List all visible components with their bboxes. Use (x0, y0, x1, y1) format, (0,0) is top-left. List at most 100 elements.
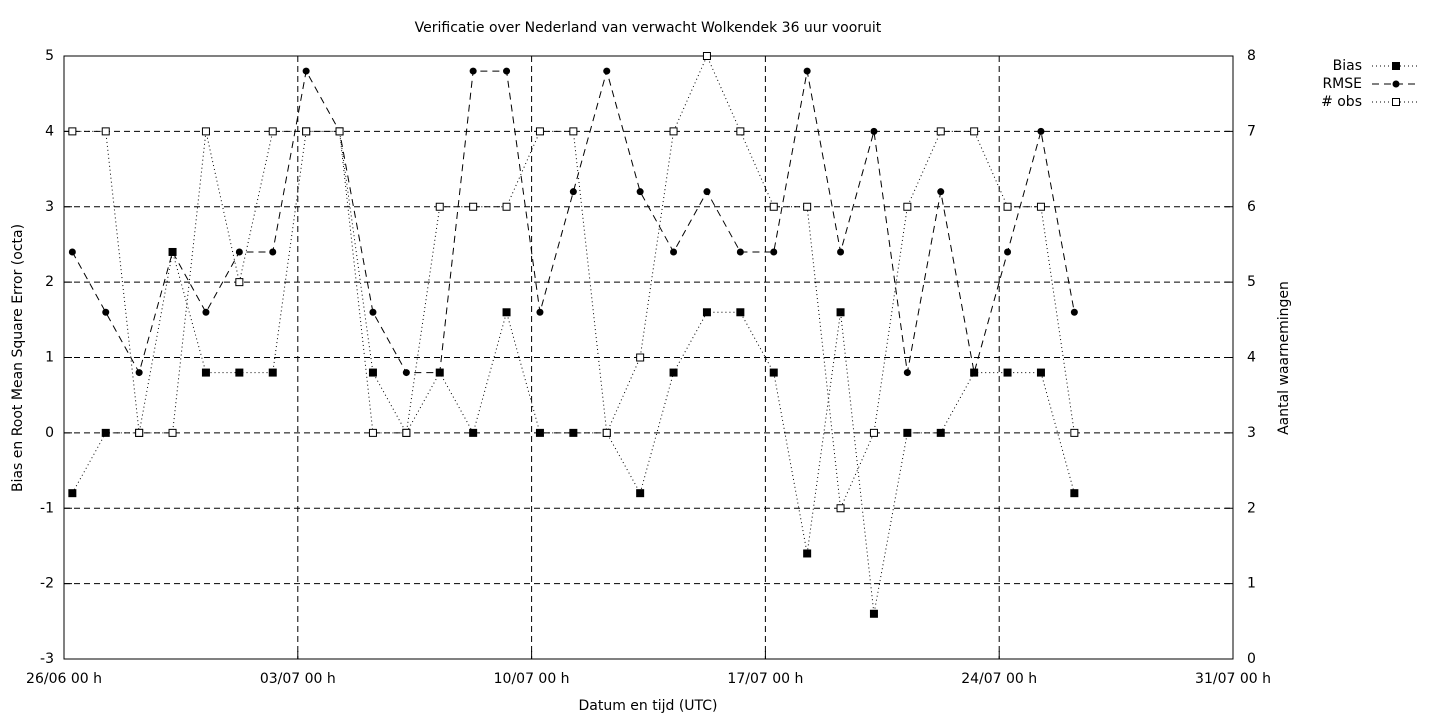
y2-axis-label: Aantal waarnemingen (1276, 281, 1292, 435)
x-tick-label: 10/07 00 h (494, 671, 570, 687)
y2-tick-label: 1 (1247, 576, 1256, 592)
x-tick-label: 31/07 00 h (1195, 671, 1271, 687)
y2-tick-label: 8 (1247, 48, 1256, 64)
legend-label: # obs (1321, 94, 1362, 110)
point (1036, 368, 1045, 377)
point (503, 67, 511, 75)
point (502, 308, 511, 317)
y-tick-label: 1 (45, 350, 54, 366)
point (669, 127, 678, 136)
point (569, 428, 578, 437)
point (569, 127, 578, 136)
point (936, 428, 945, 437)
point (435, 202, 444, 211)
point (235, 368, 244, 377)
point (636, 188, 644, 196)
point (669, 368, 678, 377)
point (1003, 368, 1012, 377)
x-tick-label: 03/07 00 h (260, 671, 336, 687)
point (402, 428, 411, 437)
point (1036, 202, 1045, 211)
point (135, 369, 143, 377)
point (636, 353, 645, 362)
point (703, 188, 711, 196)
point (736, 127, 745, 136)
y2-tick-label: 0 (1247, 651, 1256, 667)
y-tick-label: -3 (40, 651, 54, 667)
point (769, 202, 778, 211)
point (235, 278, 244, 287)
point (1070, 489, 1079, 498)
point (369, 308, 377, 316)
point (803, 549, 812, 558)
point (469, 202, 478, 211)
point (670, 248, 678, 256)
point (436, 369, 444, 377)
point (368, 428, 377, 437)
point (102, 308, 110, 316)
point (903, 428, 912, 437)
point (535, 428, 544, 437)
point (903, 202, 912, 211)
y2-tick-label: 2 (1247, 500, 1256, 516)
y-tick-label: 3 (45, 199, 54, 215)
y-tick-label: 0 (45, 425, 54, 441)
legend-marker (1392, 62, 1400, 70)
point (1004, 248, 1012, 256)
point (937, 188, 945, 196)
chart-title: Verificatie over Nederland van verwacht … (415, 20, 882, 36)
point (603, 67, 611, 75)
point (469, 428, 478, 437)
point (869, 428, 878, 437)
point (1070, 428, 1079, 437)
point (201, 368, 210, 377)
point (903, 369, 911, 377)
y-axis-label: Bias en Root Mean Square Error (octa) (10, 224, 26, 492)
point (268, 368, 277, 377)
y-tick-label: 2 (45, 274, 54, 290)
point (502, 202, 511, 211)
point (202, 308, 210, 316)
point (837, 248, 845, 256)
point (870, 127, 878, 135)
legend-label: RMSE (1322, 76, 1362, 92)
legend-marker (1392, 80, 1400, 88)
point (335, 127, 344, 136)
point (201, 127, 210, 136)
legend-marker (1392, 98, 1400, 106)
point (970, 127, 979, 136)
point (836, 308, 845, 317)
point (636, 489, 645, 498)
y-tick-label: -1 (40, 500, 54, 516)
series-line (71, 130, 1075, 614)
series-line (71, 69, 1075, 374)
point (970, 369, 978, 377)
x-tick-label: 24/07 00 h (961, 671, 1037, 687)
point (736, 308, 745, 317)
x-tick-label: 17/07 00 h (727, 671, 803, 687)
point (269, 248, 277, 256)
y-tick-label: -2 (40, 576, 54, 592)
point (803, 67, 811, 75)
point (1003, 202, 1012, 211)
point (536, 308, 544, 316)
point (836, 504, 845, 513)
point (135, 428, 144, 437)
legend-label: Bias (1333, 58, 1362, 74)
point (569, 188, 577, 196)
point (169, 248, 177, 256)
point (235, 248, 243, 256)
point (803, 202, 812, 211)
point (268, 127, 277, 136)
y2-tick-label: 5 (1247, 274, 1256, 290)
point (602, 428, 611, 437)
y-tick-label: 5 (45, 48, 54, 64)
point (68, 489, 77, 498)
y2-tick-label: 7 (1247, 123, 1256, 139)
point (769, 368, 778, 377)
point (535, 127, 544, 136)
point (936, 127, 945, 136)
x-tick-label: 26/06 00 h (26, 671, 102, 687)
point (302, 127, 311, 136)
